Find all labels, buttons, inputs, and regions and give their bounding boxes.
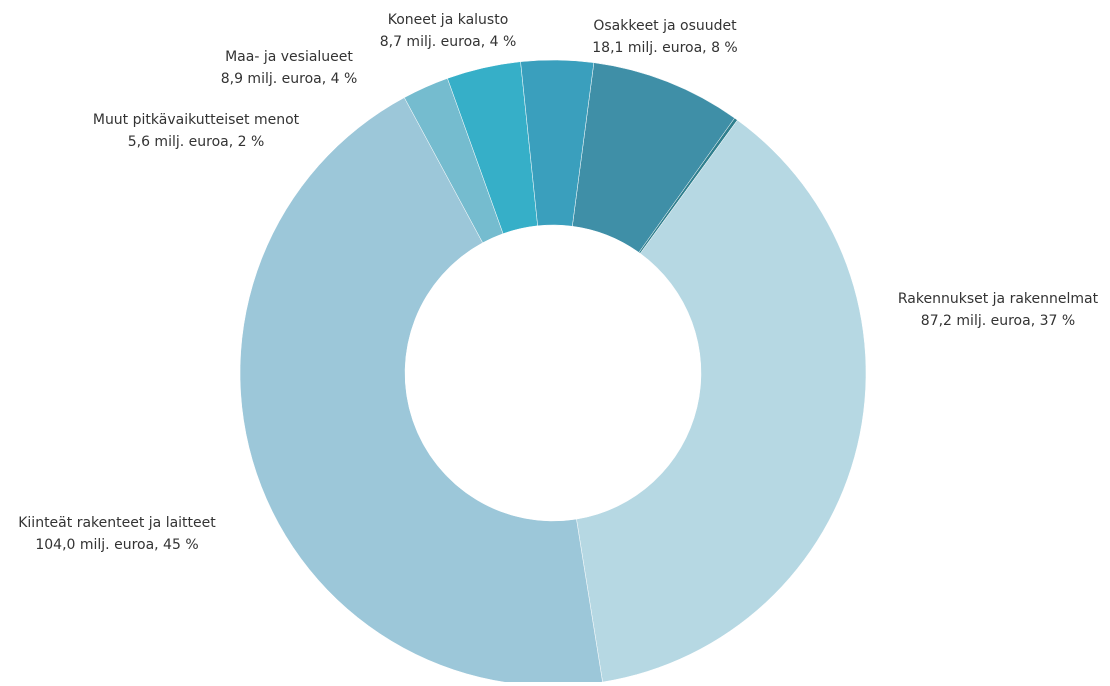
slice-value-koneet-ja-kalusto: 8,7 milj. euroa, 4 % bbox=[380, 34, 517, 50]
slice-label-koneet-ja-kalusto: Koneet ja kalusto bbox=[388, 12, 509, 28]
labels-group: Osakkeet ja osuudet 18,1 milj. euroa, 8 %… bbox=[18, 12, 1098, 553]
slice-label-kiinteat-rakenteet-ja-laitteet: Kiinteät rakenteet ja laitteet bbox=[18, 515, 216, 531]
slice-label-rakennukset-ja-rakennelmat: Rakennukset ja rakennelmat bbox=[898, 291, 1099, 307]
slice-koneet-ja-kalusto bbox=[520, 59, 595, 227]
slice-value-osakkeet-ja-osuudet: 18,1 milj. euroa, 8 % bbox=[592, 40, 737, 56]
slice-rakennukset-ja-rakennelmat bbox=[576, 119, 867, 683]
slice-label-osakkeet-ja-osuudet: Osakkeet ja osuudet bbox=[593, 18, 737, 34]
slice-value-muut-pitkavaikutteiset-menot: 5,6 milj. euroa, 2 % bbox=[128, 134, 265, 150]
slice-kiinteat-rakenteet-ja-laitteet bbox=[239, 97, 603, 686]
slice-value-rakennukset-ja-rakennelmat: 87,2 milj. euroa, 37 % bbox=[921, 313, 1075, 329]
slice-value-maa-ja-vesialueet: 8,9 milj. euroa, 4 % bbox=[221, 71, 358, 87]
slice-label-maa-ja-vesialueet: Maa- ja vesialueet bbox=[225, 49, 353, 65]
slice-value-kiinteat-rakenteet-ja-laitteet: 104,0 milj. euroa, 45 % bbox=[35, 537, 198, 553]
slice-label-muut-pitkavaikutteiset-menot: Muut pitkävaikutteiset menot bbox=[93, 112, 300, 128]
slices-group bbox=[239, 59, 867, 686]
